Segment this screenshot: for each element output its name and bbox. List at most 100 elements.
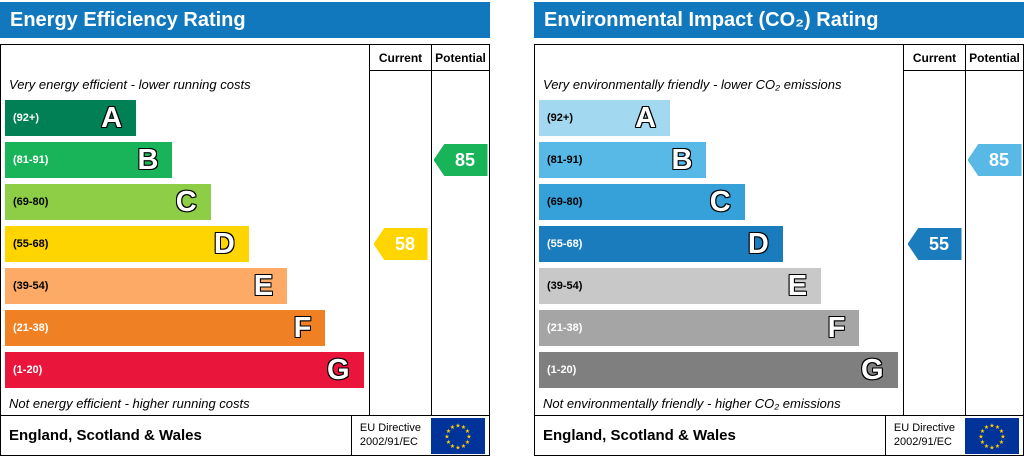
current-rating-value: 55 (928, 233, 950, 254)
eu-directive-line-2: 2002/91/EC (893, 435, 952, 448)
svg-text:★: ★ (978, 433, 983, 440)
svg-text:★: ★ (450, 424, 455, 431)
rating-table: Current Potential Very environmentally f… (534, 44, 1024, 456)
eu-flag-image: ★ ★★ ★★★ ★★★ ★★★ (965, 417, 1019, 454)
band-letter: D (747, 227, 769, 260)
band-letter: B (671, 143, 693, 176)
bands-area: Very environmentally friendly - lower CO… (535, 71, 903, 415)
band-bar-b: (81-91) B (5, 142, 173, 178)
band-range: (81-91) (13, 154, 49, 166)
potential-rating-arrow: 85 (967, 144, 1022, 176)
band-row-f: (21-38) F (5, 307, 369, 349)
svg-text:★: ★ (995, 424, 1000, 431)
band-bar-a: (92+) A (539, 100, 671, 136)
band-bar-f: (21-38) F (5, 310, 326, 346)
current-column: 55 (903, 71, 965, 415)
band-row-e: (39-54) E (5, 265, 369, 307)
svg-text:★: ★ (999, 439, 1004, 446)
band-range: (1-20) (13, 364, 43, 376)
svg-text:★: ★ (999, 428, 1004, 435)
svg-text:★: ★ (980, 428, 985, 435)
chart-footer: England, Scotland & Wales EU Directive 2… (535, 415, 1023, 455)
band-letter: C (175, 185, 197, 218)
eu-flag-image: ★ ★★ ★★★ ★★★ ★★★ (431, 417, 485, 454)
header-spacer (1, 45, 369, 71)
band-range: (92+) (547, 112, 573, 124)
chart-title: Environmental Impact (CO₂) Rating (544, 8, 879, 31)
svg-text:★: ★ (450, 443, 455, 450)
band-letter: E (787, 269, 808, 302)
svg-text:★: ★ (989, 444, 994, 451)
band-bar-f: (21-38) F (539, 310, 860, 346)
band-letter: G (326, 353, 350, 386)
band-range: (21-38) (547, 322, 583, 334)
svg-text:★: ★ (446, 439, 451, 446)
svg-text:★: ★ (465, 439, 470, 446)
band-letter: F (293, 311, 312, 344)
eu-directive-label: EU Directive 2002/91/EC (884, 416, 965, 455)
svg-text:★: ★ (455, 422, 460, 429)
region-label: England, Scotland & Wales (9, 427, 202, 444)
svg-text:★: ★ (980, 439, 985, 446)
eu-flag: ★ ★ ★ ★ ★ ★ ★ ★ ★ ★ ★ ★ (431, 417, 485, 454)
band-bar-g: (1-20) G (5, 352, 364, 388)
svg-text:★: ★ (984, 443, 989, 450)
potential-rating-value: 85 (988, 149, 1010, 170)
band-row-e: (39-54) E (539, 265, 903, 307)
svg-text:★: ★ (444, 433, 449, 440)
band-bar-a: (92+) A (5, 100, 137, 136)
band-row-b: (81-91) B (5, 139, 369, 181)
band-letter: F (827, 311, 846, 344)
band-bar-c: (69-80) C (5, 184, 211, 220)
svg-text:★: ★ (1000, 433, 1005, 440)
band-letter: E (253, 269, 274, 302)
band-bar-d: (55-68) D (539, 226, 783, 262)
band-range: (1-20) (547, 364, 577, 376)
band-row-a: (92+) A (539, 97, 903, 139)
band-bar-e: (39-54) E (5, 268, 288, 304)
band-range: (69-80) (13, 196, 49, 208)
band-row-g: (1-20) G (539, 349, 903, 391)
band-bar-c: (69-80) C (539, 184, 745, 220)
band-range: (55-68) (13, 238, 49, 250)
header-spacer (535, 45, 903, 71)
chart-header: Energy Efficiency Rating (0, 2, 490, 38)
potential-rating-value: 85 (454, 149, 476, 170)
band-letter: A (101, 101, 123, 134)
environmental-impact-rating-chart: Environmental Impact (CO₂) Rating Curren… (534, 2, 1024, 456)
band-row-f: (21-38) F (539, 307, 903, 349)
svg-text:★: ★ (461, 424, 466, 431)
band-letter: C (709, 185, 731, 218)
band-row-d: (55-68) D (5, 223, 369, 265)
band-row-c: (69-80) C (539, 181, 903, 223)
band-letter: B (137, 143, 159, 176)
band-range: (21-38) (13, 322, 49, 334)
potential-column-header: Potential (965, 45, 1023, 71)
band-bar-d: (55-68) D (5, 226, 249, 262)
band-bar-g: (1-20) G (539, 352, 898, 388)
band-bar-b: (81-91) B (539, 142, 707, 178)
band-row-c: (69-80) C (5, 181, 369, 223)
eu-directive-line-1: EU Directive (359, 421, 421, 434)
top-note: Very energy efficient - lower running co… (9, 76, 251, 92)
band-bar-e: (39-54) E (539, 268, 822, 304)
band-range: (39-54) (13, 280, 49, 292)
band-range: (39-54) (547, 280, 583, 292)
svg-text:★: ★ (455, 444, 460, 451)
bottom-note: Not energy efficient - higher running co… (9, 395, 250, 411)
eu-directive-label: EU Directive 2002/91/EC (350, 416, 431, 455)
band-letter: A (635, 101, 657, 134)
potential-column-header: Potential (431, 45, 489, 71)
svg-text:★: ★ (984, 424, 989, 431)
svg-text:★: ★ (995, 443, 1000, 450)
svg-text:★: ★ (465, 428, 470, 435)
band-row-a: (92+) A (5, 97, 369, 139)
svg-text:★: ★ (989, 422, 994, 429)
band-letter: D (213, 227, 235, 260)
current-rating-arrow: 58 (373, 228, 428, 260)
band-range: (81-91) (547, 154, 583, 166)
band-row-b: (81-91) B (539, 139, 903, 181)
region-label: England, Scotland & Wales (543, 427, 736, 444)
band-range: (92+) (13, 112, 39, 124)
